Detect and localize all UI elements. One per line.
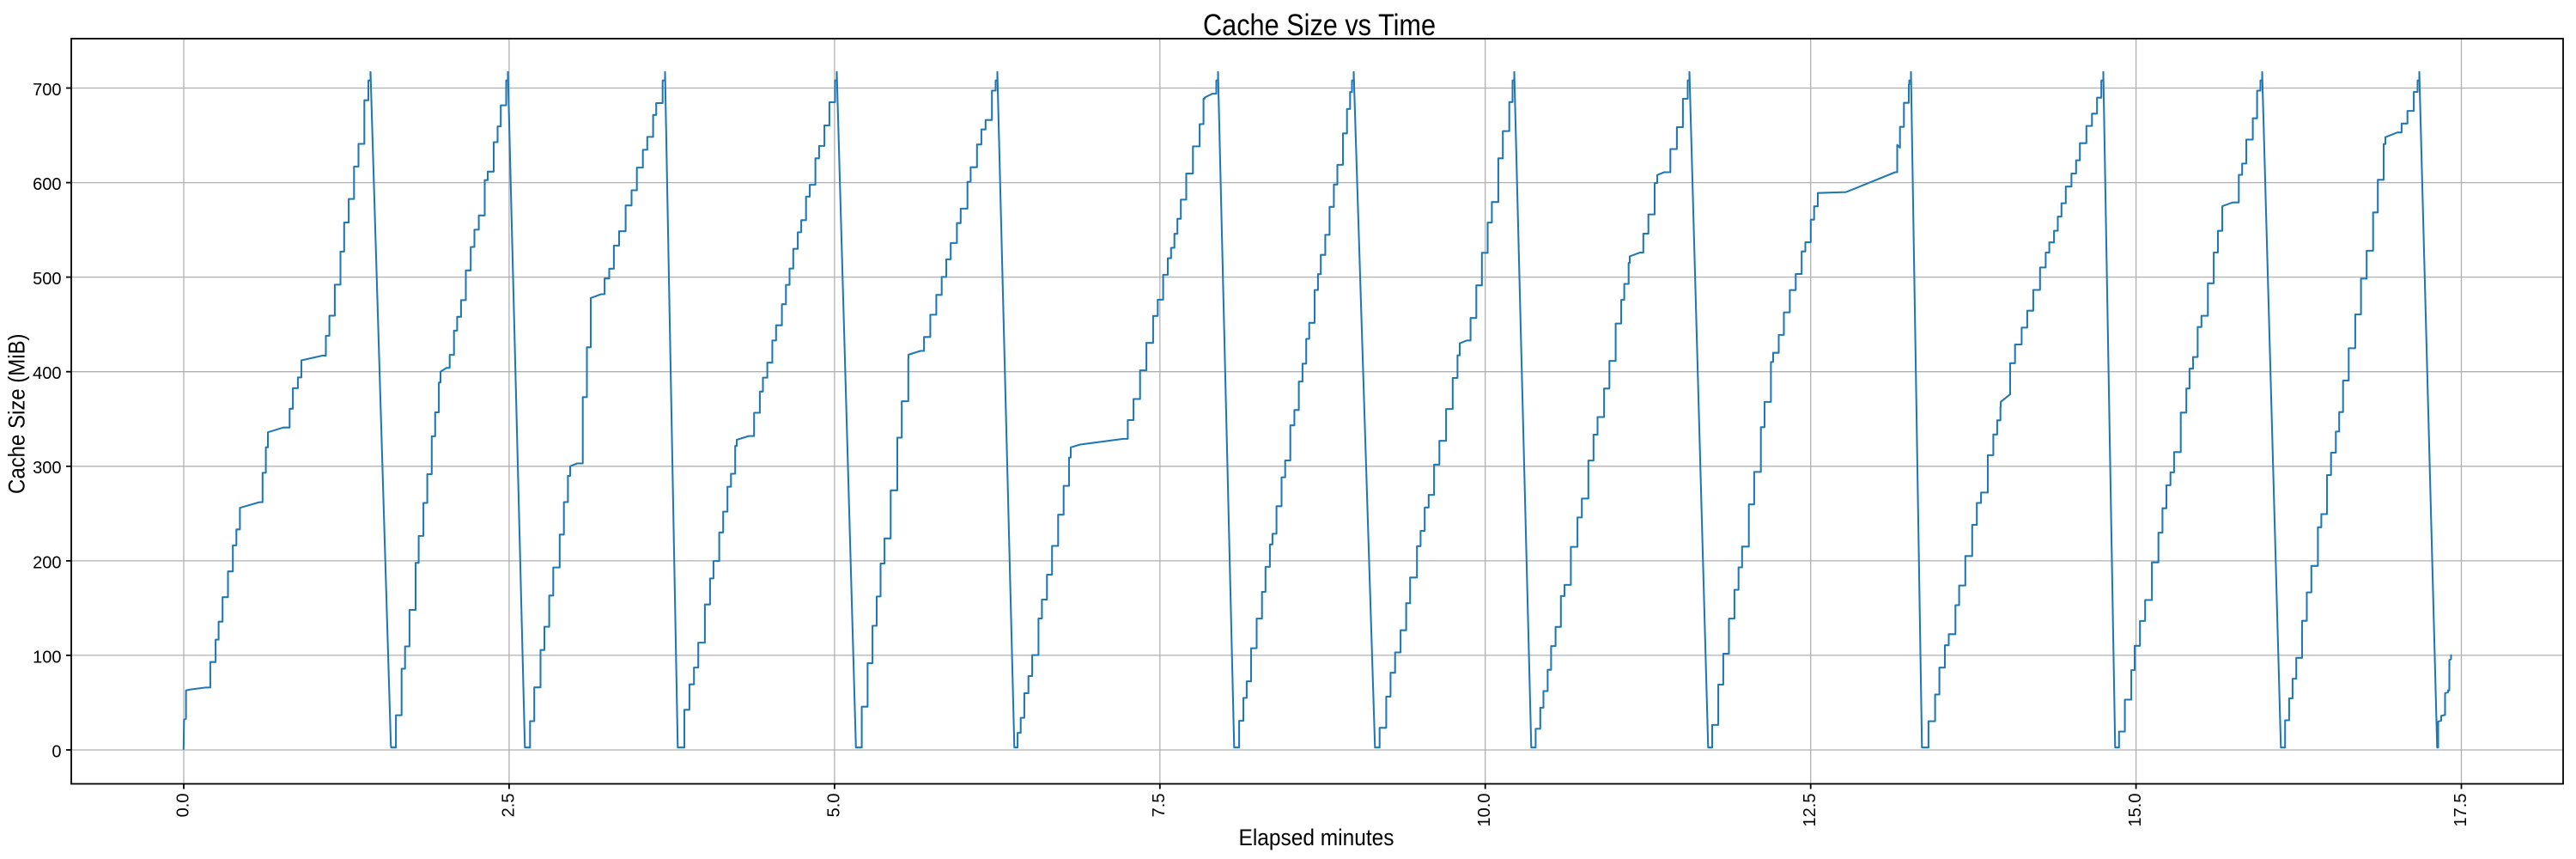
svg-text:17.5: 17.5: [2451, 794, 2470, 827]
svg-text:15.0: 15.0: [2126, 794, 2145, 827]
svg-text:Cache Size vs Time: Cache Size vs Time: [1203, 9, 1436, 42]
svg-text:100: 100: [33, 648, 61, 667]
svg-text:10.0: 10.0: [1475, 794, 1494, 827]
svg-text:7.5: 7.5: [1150, 794, 1169, 818]
svg-text:700: 700: [33, 81, 61, 100]
svg-text:2.5: 2.5: [499, 794, 518, 818]
svg-text:500: 500: [33, 270, 61, 289]
svg-text:Cache Size (MiB): Cache Size (MiB): [4, 333, 30, 494]
svg-text:5.0: 5.0: [824, 794, 843, 818]
svg-text:0: 0: [52, 742, 61, 761]
svg-text:600: 600: [33, 175, 61, 194]
svg-text:Elapsed minutes: Elapsed minutes: [1239, 825, 1394, 850]
svg-text:200: 200: [33, 553, 61, 572]
svg-text:0.0: 0.0: [173, 794, 192, 818]
svg-text:300: 300: [33, 459, 61, 478]
svg-text:12.5: 12.5: [1801, 794, 1820, 827]
svg-text:400: 400: [33, 364, 61, 383]
